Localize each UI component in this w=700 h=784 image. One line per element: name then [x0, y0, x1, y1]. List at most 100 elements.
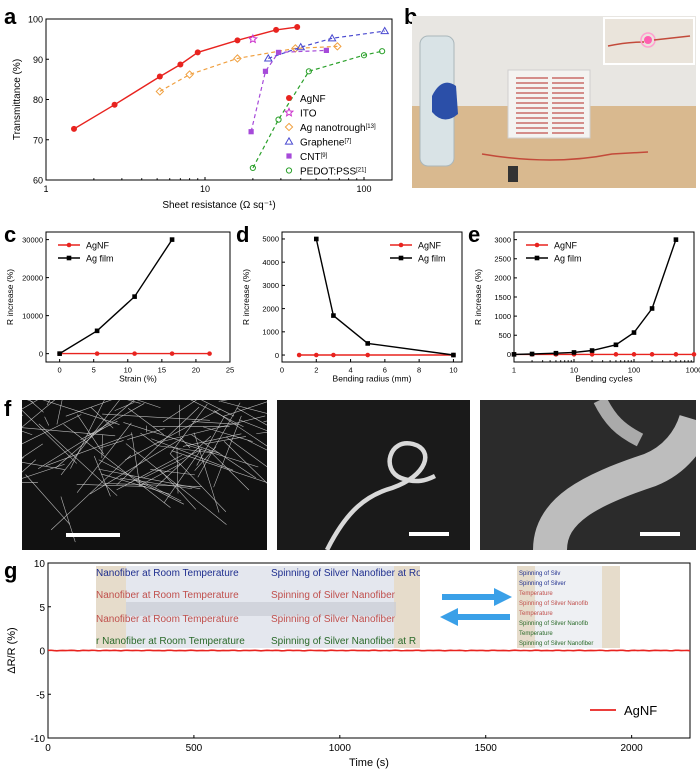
y-tick-label: 3000: [494, 235, 511, 244]
data-point: [691, 352, 697, 357]
x-tick-label: 1: [512, 366, 516, 375]
sem-image-network: [22, 400, 267, 550]
nanofiber: [22, 409, 78, 464]
film-text-line: Spinning of Silver: [519, 581, 566, 587]
nanofiber: [114, 402, 135, 411]
nanofiber: [123, 422, 220, 454]
nanofiber: [42, 400, 120, 425]
nanofiber: [178, 404, 181, 436]
legend-label: AgNF: [86, 241, 110, 251]
series-graphene: [263, 26, 390, 62]
led-icon: [644, 36, 652, 44]
legend-label: AgNF: [624, 703, 657, 718]
sem-image-single-fiber-loop: [277, 400, 470, 550]
nanofiber: [139, 463, 181, 486]
legend: AgNF Ag film: [58, 241, 114, 264]
series-ito: [247, 33, 259, 44]
nanofiber: [101, 473, 170, 495]
y-tick-label: 20000: [22, 273, 43, 282]
data-point: [111, 101, 118, 108]
x-tick-label: 500: [186, 743, 203, 754]
arrow-left-icon: [440, 608, 510, 626]
nanofiber: [151, 438, 234, 471]
x-tick-label: 1000: [329, 743, 352, 754]
data-point: [313, 352, 319, 358]
nanofiber: [142, 449, 201, 479]
silver-nanofiber: [324, 441, 437, 550]
nanofiber: [45, 433, 133, 466]
x-tick-label: 1: [43, 184, 48, 194]
nanofiber: [223, 441, 267, 484]
data-point: [331, 352, 336, 358]
nanofiber: [221, 401, 267, 414]
data-point: [296, 352, 302, 358]
nanofiber: [46, 400, 51, 406]
fit-curve: [73, 26, 298, 130]
legend-marker: [283, 107, 295, 117]
y-axis-label: ΔR/R (%): [6, 627, 18, 673]
nanofiber: [256, 431, 267, 434]
fit-curve: [159, 45, 338, 92]
nanofiber: [127, 408, 165, 436]
y-tick-label: 100: [28, 15, 43, 25]
data-point: [380, 26, 390, 35]
y-axis-label: Transmittance (%): [12, 59, 23, 140]
data-point: [331, 313, 336, 318]
data-point: [365, 352, 371, 358]
legend: AgNF Ag film: [390, 241, 446, 264]
nanofiber: [169, 453, 227, 512]
data-point: [94, 351, 100, 356]
scale-bar: [66, 533, 120, 537]
photo-g-relaxed-film: Spinning of Silv Spinning of Silver Temper…: [517, 566, 620, 648]
series-agnf: [70, 24, 301, 132]
film-text-line: Nanofiber at Room Temperature: [96, 614, 239, 625]
panel-label-d: d: [236, 222, 250, 247]
legend-label: AgNF: [300, 94, 326, 105]
nanofiber: [197, 402, 241, 478]
legend-marker: [286, 95, 292, 101]
fit-curve: [250, 49, 327, 132]
r-increase-vs-strain-chart: 0 5 10 15 20 25 0 10000 20000 30000 Strain (%) R in…: [5, 231, 234, 384]
photo-b-scene: [412, 16, 696, 188]
nanofiber: [22, 400, 38, 410]
film-text-line: Spinning of Silver Nanofib: [519, 621, 589, 627]
x-tick-label: 4: [348, 366, 352, 375]
nanofiber: [116, 406, 200, 486]
film-text-line: Spinning of Silver Nanofiber: [271, 590, 396, 601]
y-tick-label: 500: [498, 331, 511, 340]
y-axis-label: R increase (%): [241, 269, 251, 325]
data-point: [249, 164, 256, 172]
x-tick-label: 10: [449, 366, 457, 375]
data-point: [155, 87, 165, 96]
transmittance-vs-sheet-resistance-chart: 1 10 100 60 70 80 90 100 Sheet resistance (Ω sq⁻…: [12, 15, 393, 211]
nanofiber: [169, 403, 208, 455]
film-text-line: Temperature: [519, 611, 553, 617]
film-text-line: Spinning of Silv: [519, 571, 560, 577]
legend: AgNF ITO Ag nanotrough[13] Graphene[7] CNT[9…: [283, 94, 376, 178]
data-point: [132, 294, 137, 299]
legend-label: Ag film: [418, 254, 446, 264]
data-point: [273, 26, 280, 33]
nanofiber: [163, 448, 202, 504]
nanofiber: [182, 433, 242, 447]
nanofiber: [101, 434, 103, 459]
nanofiber: [38, 423, 118, 496]
y-tick-label: 10: [34, 559, 46, 570]
agnf-film: [126, 602, 396, 616]
x-tick-label: 1000: [686, 366, 700, 375]
nanofiber: [120, 477, 193, 490]
nanofiber: [60, 400, 120, 476]
x-axis-label: Time (s): [349, 757, 389, 769]
y-tick-label: 70: [33, 135, 43, 145]
x-tick-label: 25: [226, 366, 234, 375]
x-axis-label: Bending radius (mm): [333, 374, 412, 384]
y-tick-label: 2500: [494, 255, 511, 264]
film-text-line: Temperature: [519, 631, 553, 637]
data-point: [275, 116, 282, 123]
data-point: [613, 352, 619, 357]
fit-curve: [268, 30, 385, 59]
y-tick-label: 0: [39, 349, 43, 358]
series-agnf: [47, 649, 691, 652]
legend: AgNF Ag film: [526, 241, 582, 264]
nanofiber: [156, 415, 266, 444]
